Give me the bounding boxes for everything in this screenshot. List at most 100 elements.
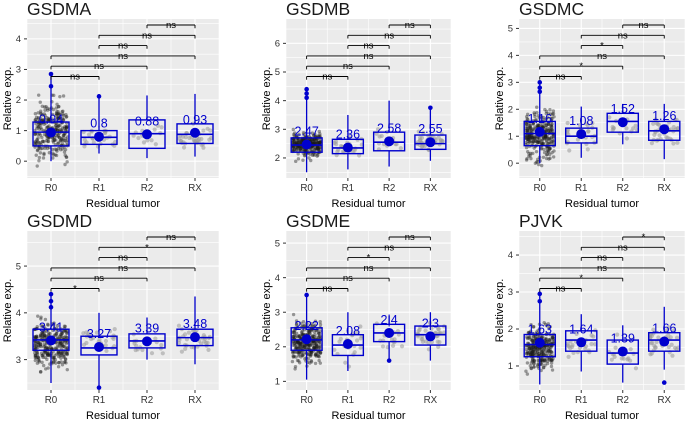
svg-text:2: 2 <box>508 324 513 335</box>
svg-text:PJVK: PJVK <box>519 212 563 231</box>
svg-text:3: 3 <box>16 355 21 366</box>
svg-text:ns: ns <box>555 284 565 295</box>
svg-text:Residual tumor: Residual tumor <box>86 198 160 210</box>
svg-text:2.22: 2.22 <box>294 319 318 333</box>
svg-text:R2: R2 <box>616 395 629 406</box>
svg-text:ns: ns <box>597 51 607 62</box>
svg-text:R0: R0 <box>45 183 58 194</box>
svg-text:1.39: 1.39 <box>611 332 635 346</box>
svg-text:ns: ns <box>555 72 565 83</box>
svg-text:RX: RX <box>424 395 438 406</box>
svg-text:ns: ns <box>70 72 80 83</box>
svg-text:3: 3 <box>16 65 21 76</box>
svg-text:5: 5 <box>508 24 513 35</box>
svg-text:R2: R2 <box>141 395 154 406</box>
svg-text:RX: RX <box>424 183 438 194</box>
svg-text:4: 4 <box>275 96 280 107</box>
svg-text:4: 4 <box>16 308 21 319</box>
svg-text:ns: ns <box>166 20 176 31</box>
svg-text:1.08: 1.08 <box>569 114 593 128</box>
svg-text:ns: ns <box>118 41 128 52</box>
svg-text:ns: ns <box>363 41 373 52</box>
svg-text:RX: RX <box>188 395 202 406</box>
svg-text:3.39: 3.39 <box>135 321 159 335</box>
svg-text:1.63: 1.63 <box>528 323 552 337</box>
svg-text:GSDMD: GSDMD <box>27 212 92 231</box>
svg-text:GSDMA: GSDMA <box>27 0 92 19</box>
svg-text:*: * <box>579 61 583 72</box>
svg-text:2.08: 2.08 <box>336 324 360 338</box>
svg-text:R0: R0 <box>300 395 313 406</box>
svg-text:R0: R0 <box>533 183 546 194</box>
svg-text:R1: R1 <box>93 183 106 194</box>
svg-text:*: * <box>367 253 371 264</box>
svg-text:1: 1 <box>508 131 513 142</box>
svg-text:2.55: 2.55 <box>418 122 442 136</box>
svg-text:2.58: 2.58 <box>377 121 401 135</box>
svg-text:ns: ns <box>597 263 607 274</box>
svg-text:5: 5 <box>16 261 21 272</box>
svg-text:Relative exp.: Relative exp. <box>494 67 506 131</box>
svg-text:R0: R0 <box>300 183 313 194</box>
svg-text:GSDMC: GSDMC <box>519 0 584 19</box>
svg-text:1.64: 1.64 <box>569 322 593 336</box>
svg-text:0.8: 0.8 <box>90 117 107 131</box>
svg-text:ns: ns <box>384 242 394 253</box>
svg-text:*: * <box>145 242 149 253</box>
svg-text:ns: ns <box>618 30 628 41</box>
svg-text:Relative exp.: Relative exp. <box>261 67 273 131</box>
svg-text:ns: ns <box>166 232 176 243</box>
svg-text:R2: R2 <box>141 183 154 194</box>
svg-text:4: 4 <box>508 51 513 62</box>
svg-text:ns: ns <box>597 253 607 264</box>
svg-text:2|3: 2|3 <box>422 316 439 330</box>
svg-text:RX: RX <box>657 395 671 406</box>
svg-text:ns: ns <box>322 72 332 83</box>
svg-text:R2: R2 <box>383 183 396 194</box>
svg-text:0: 0 <box>508 158 513 169</box>
svg-text:2: 2 <box>275 342 280 353</box>
svg-text:ns: ns <box>118 253 128 264</box>
svg-text:Relative exp.: Relative exp. <box>261 279 273 343</box>
svg-text:0.93: 0.93 <box>183 113 207 127</box>
svg-text:2: 2 <box>508 104 513 115</box>
svg-text:Residual tumor: Residual tumor <box>565 198 639 210</box>
svg-text:2.36: 2.36 <box>336 128 360 142</box>
svg-text:1.52: 1.52 <box>611 102 635 116</box>
svg-text:ns: ns <box>638 20 648 31</box>
svg-text:0: 0 <box>16 156 21 167</box>
svg-text:3: 3 <box>508 287 513 298</box>
svg-text:R0: R0 <box>533 395 546 406</box>
svg-text:R1: R1 <box>93 395 106 406</box>
svg-text:GSDMB: GSDMB <box>286 0 350 19</box>
svg-text:1.66: 1.66 <box>652 322 676 336</box>
svg-text:4: 4 <box>508 250 513 261</box>
svg-text:Residual tumor: Residual tumor <box>86 410 160 422</box>
svg-text:RX: RX <box>188 183 202 194</box>
svg-text:ns: ns <box>94 273 104 284</box>
svg-text:Residual tumor: Residual tumor <box>332 198 406 210</box>
svg-text:GSDME: GSDME <box>286 212 350 231</box>
svg-text:3.27: 3.27 <box>87 327 111 341</box>
svg-text:2: 2 <box>275 153 280 164</box>
svg-text:R0: R0 <box>45 395 58 406</box>
svg-text:ns: ns <box>363 263 373 274</box>
svg-text:3: 3 <box>508 78 513 89</box>
svg-text:1: 1 <box>16 126 21 137</box>
svg-text:Relative exp.: Relative exp. <box>2 279 14 343</box>
svg-text:1: 1 <box>275 377 280 388</box>
svg-text:*: * <box>579 273 583 284</box>
svg-text:R2: R2 <box>616 183 629 194</box>
svg-text:1.16: 1.16 <box>528 112 552 126</box>
svg-text:5: 5 <box>275 67 280 78</box>
svg-text:4: 4 <box>16 34 21 45</box>
svg-text:2|4: 2|4 <box>381 313 398 327</box>
svg-text:3: 3 <box>275 125 280 136</box>
svg-text:ns: ns <box>118 263 128 274</box>
svg-text:ns: ns <box>618 242 628 253</box>
svg-text:4: 4 <box>275 273 280 284</box>
svg-text:ns: ns <box>118 51 128 62</box>
svg-text:ns: ns <box>343 61 353 72</box>
svg-text:Relative exp.: Relative exp. <box>2 67 14 131</box>
svg-text:R1: R1 <box>342 395 355 406</box>
